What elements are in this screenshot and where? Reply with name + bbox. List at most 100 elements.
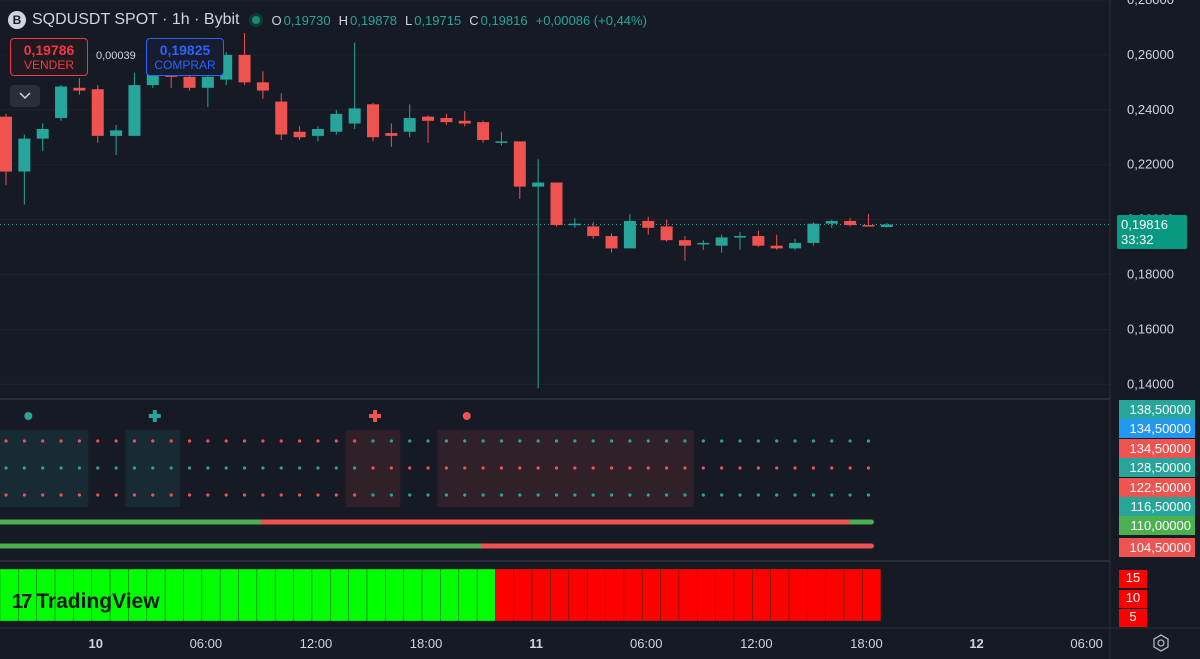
level-dot [609,439,614,443]
indicator-label: 122,50000 [1119,478,1195,497]
price-axis-label: 0,24000 [1127,102,1174,117]
sell-button[interactable]: 0,19786 VENDER [10,38,88,76]
level-dot [59,466,63,470]
rsi-bar [219,568,239,622]
level-dot [96,466,100,470]
candle-body [403,118,416,132]
candle-body [734,236,746,238]
symbol-title[interactable]: SQDUSDT SPOT · 1h · Bybit [32,11,240,28]
level-dot [481,439,485,443]
rsi-label: 5 [1119,609,1147,627]
level-dot [665,493,669,497]
level-dot [591,493,595,497]
level-dot [242,493,247,497]
rsi-bar [421,568,441,622]
candle-body [532,182,545,187]
time-axis-label: 06:00 [1070,636,1103,651]
rsi-bar [348,568,368,622]
level-dot [573,466,577,470]
level-dot [353,493,357,497]
candle-body [789,242,802,249]
level-dot [151,439,155,443]
level-dot [481,466,485,470]
signal-zones [0,430,694,507]
candle-body [293,131,306,138]
buy-label: COMPRAR [154,58,216,72]
level-dot [169,466,173,470]
candle-body [367,104,379,138]
rsi-bar [660,568,680,622]
level-dot [536,439,540,443]
time-axis-label: 18:00 [850,636,883,651]
level-dot [701,439,705,443]
rsi-bar [696,568,716,622]
candle-body [348,108,361,124]
candle-body [642,220,655,228]
level-dot [683,493,687,497]
level-dot [811,439,816,443]
candle-body [238,54,251,83]
level-dot [463,493,467,497]
rsi-bar [238,568,258,622]
time-axis-label: 06:00 [190,636,223,651]
candle-body [201,76,214,88]
candle-body [110,130,123,136]
level-dot [591,466,595,470]
indicator-label: 116,50000 [1119,497,1195,516]
level-dot [114,493,118,497]
rsi-bar [641,568,661,622]
level-dot [573,493,577,497]
level-dot [187,439,192,443]
level-dot [206,466,210,470]
rsi-bar [586,568,606,622]
signal-plus [152,410,157,422]
rsi-bar [550,568,570,622]
level-dot [738,466,742,470]
level-dot [444,439,448,443]
level-dot [169,439,173,443]
rsi-bar [329,568,349,622]
gear-icon[interactable] [1152,634,1170,652]
candle-body [752,236,765,246]
level-dot [261,493,265,497]
rsi-bar [752,568,771,622]
level-dot [426,466,430,470]
buy-button[interactable]: 0,19825 COMPRAR [146,38,224,76]
level-dot [298,493,302,497]
level-dot [701,493,705,497]
level-dot [96,439,100,443]
rsi-bar [825,568,845,622]
level-dot [206,439,210,443]
rsi-bar [476,568,496,622]
level-dot [848,466,852,470]
tradingview-logo[interactable]: 17 TradingView [12,590,160,614]
level-dot [408,439,412,443]
level-dot [298,439,302,443]
level-dot [242,439,247,443]
rsi-bar [715,568,735,622]
level-dot [609,493,614,497]
ohlc-values: O 0,19730 H 0,19878 L 0,19715 C 0,19816 +0,0… [271,13,652,28]
candle-body [440,118,453,123]
candle-body [18,138,31,172]
level-dot [554,493,559,497]
level-dot [224,493,228,497]
level-dot [261,439,265,443]
rsi-bar [605,568,625,622]
level-dot [353,439,357,443]
level-dot [499,439,504,443]
level-dot [701,466,705,470]
level-dot [371,466,375,470]
level-dot [756,493,760,497]
collapse-toggle-button[interactable] [10,85,40,107]
candle-body [256,82,269,91]
level-dot [22,439,26,443]
indicator-label: 134,50000 [1119,419,1195,438]
chevron-down-icon [19,92,31,100]
level-dot [389,493,393,497]
rsi-bar [862,568,882,622]
candle-body [458,120,471,124]
exchange-icon: B [8,11,26,29]
candle-body [862,225,875,227]
